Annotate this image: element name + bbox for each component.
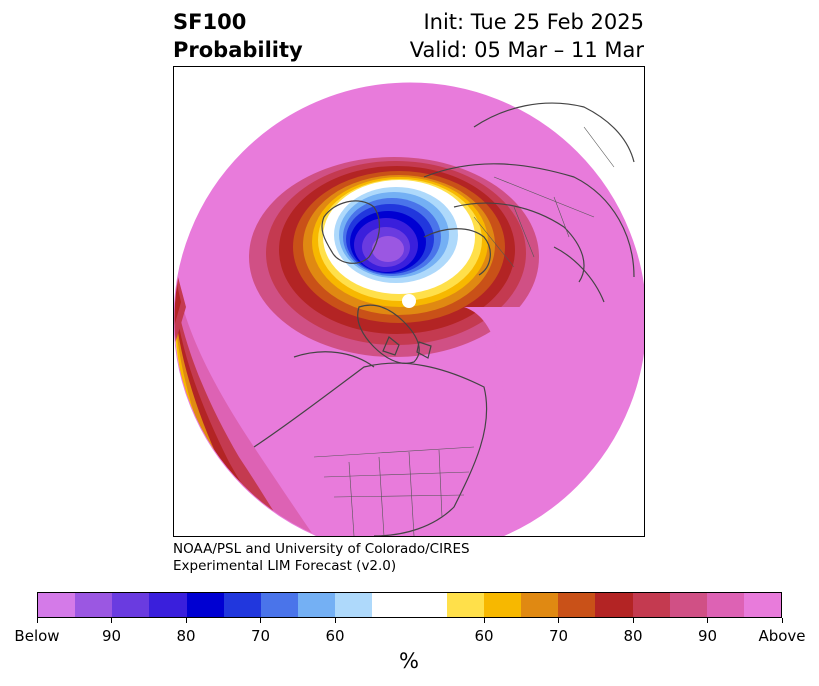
colorbar-tick-label: 90 [697, 627, 718, 645]
colorbar-segment [335, 593, 373, 617]
colorbar-segment [372, 593, 410, 617]
colorbar-tick-mark [707, 618, 708, 623]
colorbar-segment [632, 593, 670, 617]
colorbar-tick-label: Above [758, 627, 806, 645]
colorbar-tick-label: 90 [101, 627, 122, 645]
colorbar-tick-mark [632, 618, 634, 623]
colorbar-segment [223, 593, 261, 617]
probability-field [174, 83, 644, 536]
title-product: Probability [173, 38, 303, 62]
borders [313, 126, 615, 536]
credit-line-1: NOAA/PSL and University of Colorado/CIRE… [173, 541, 470, 557]
forecast-dates: Init: Tue 25 Feb 2025 Valid: 05 Mar – 11… [410, 8, 644, 64]
colorbar-segment [409, 593, 447, 617]
coastlines [253, 102, 635, 536]
colorbar [37, 592, 782, 618]
colorbar-segment [298, 593, 336, 617]
colorbar-segment [149, 593, 187, 617]
colorbar-tick-mark [260, 618, 261, 623]
colorbar-segment [595, 593, 633, 617]
colorbar-unit-label: % [399, 649, 419, 673]
colorbar-tick-mark [558, 618, 559, 623]
colorbar-segment [521, 593, 559, 617]
colorbar-tick-label: 80 [176, 627, 196, 645]
colorbar-segment [186, 593, 224, 617]
colorbar-tick-label: Below [14, 627, 60, 645]
data-credit: NOAA/PSL and University of Colorado/CIRE… [173, 541, 470, 575]
colorbar-tick-label: 60 [474, 627, 494, 645]
colorbar-segment [483, 593, 522, 617]
colorbar-tick-mark [483, 618, 485, 623]
map-canvas [174, 82, 644, 536]
colorbar-segment [260, 593, 299, 617]
colorbar-segment [38, 593, 76, 617]
colorbar-tick-mark [334, 618, 336, 623]
colorbar-segment [558, 593, 596, 617]
colorbar-segment [706, 593, 744, 617]
colorbar-segment [743, 593, 782, 617]
colorbar-tick-mark [781, 618, 783, 623]
colorbar-tick-label: 80 [623, 627, 643, 645]
colorbar-segment [112, 593, 150, 617]
colorbar-tick-label: 60 [325, 627, 345, 645]
colorbar-tick-label: 70 [548, 627, 569, 645]
colorbar-segment [669, 593, 707, 617]
colorbar-tick-label: 70 [250, 627, 271, 645]
colorbar-tick-mark [185, 618, 187, 623]
colorbar-tick-mark [111, 618, 112, 623]
colorbar-segment [75, 593, 113, 617]
colorbar-segment [446, 593, 484, 617]
colorbar-tick-mark [36, 618, 38, 623]
polar-map [173, 66, 645, 537]
valid-range: Valid: 05 Mar – 11 Mar [409, 38, 644, 62]
title-variable: SF100 [173, 10, 247, 34]
credit-line-2: Experimental LIM Forecast (v2.0) [173, 558, 397, 574]
init-date: Init: Tue 25 Feb 2025 [423, 10, 644, 34]
title: SF100 Probability [173, 8, 303, 64]
